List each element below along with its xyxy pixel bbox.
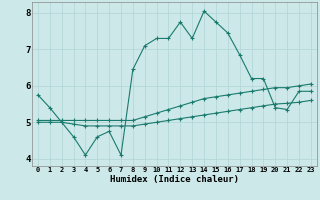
- X-axis label: Humidex (Indice chaleur): Humidex (Indice chaleur): [110, 175, 239, 184]
